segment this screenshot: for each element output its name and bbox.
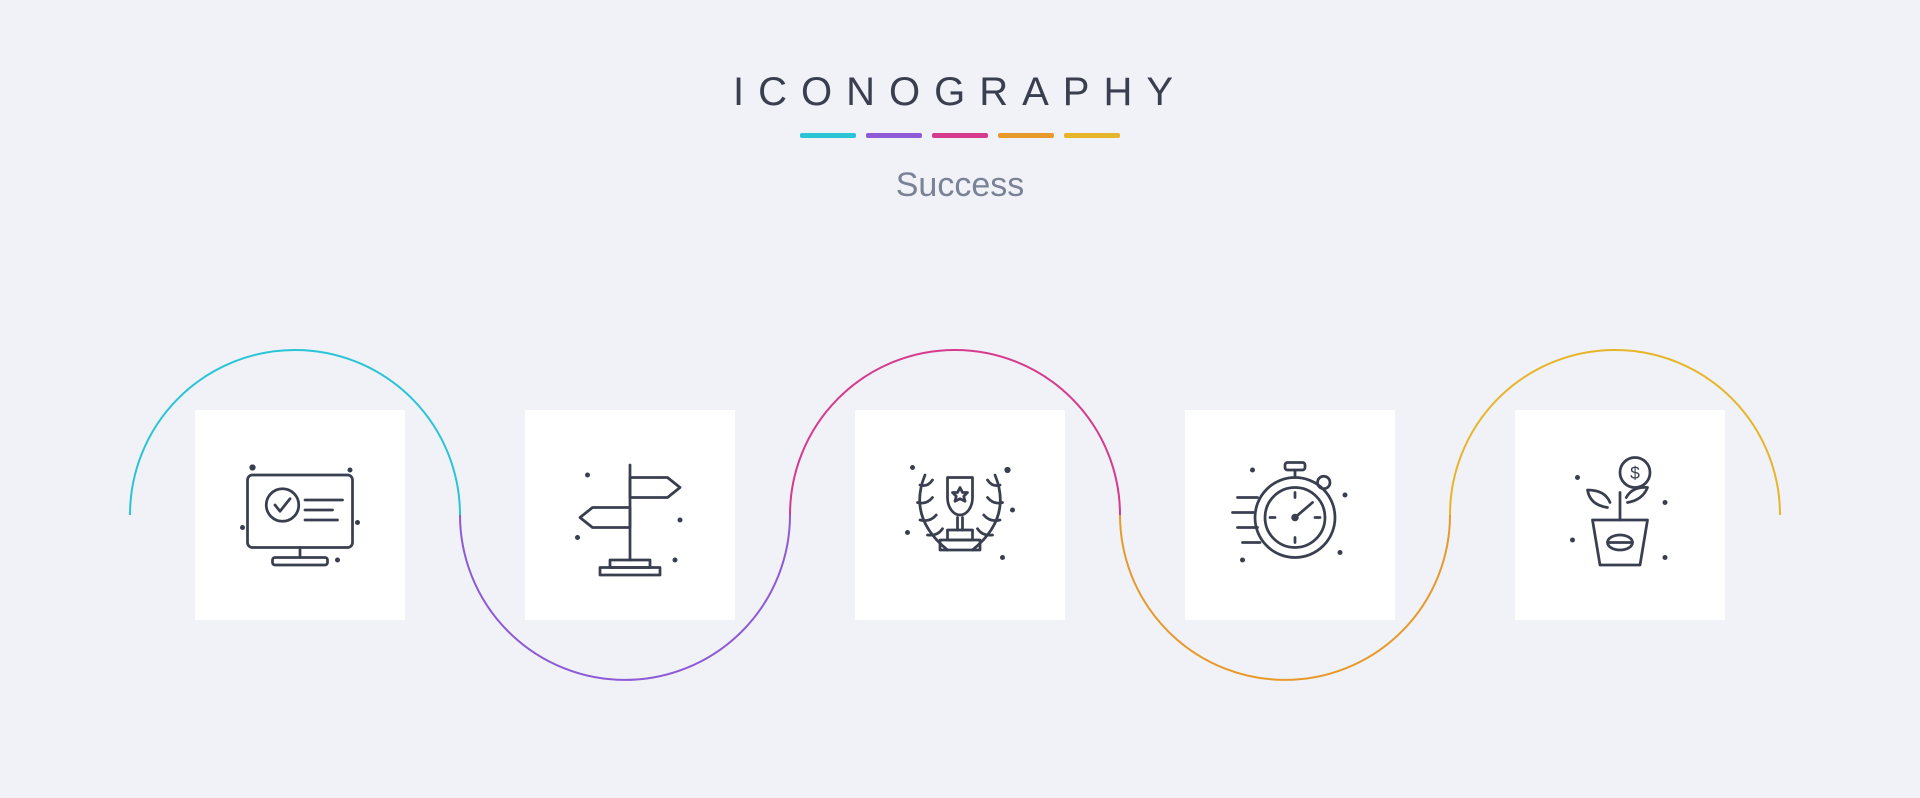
page-title: ICONOGRAPHY [0,70,1920,115]
accent-segment [932,133,988,138]
money-plant-icon [1515,410,1725,620]
icon-tiles [0,400,1920,660]
header: ICONOGRAPHY Success [0,70,1920,205]
monitor-check-icon [195,410,405,620]
accent-segment [866,133,922,138]
accent-segment [800,133,856,138]
signpost-icon [525,410,735,620]
accent-segment [1064,133,1120,138]
trophy-laurel-icon [855,410,1065,620]
accent-bar [0,133,1920,138]
accent-segment [998,133,1054,138]
page-subtitle: Success [0,166,1920,205]
stopwatch-fast-icon [1185,410,1395,620]
